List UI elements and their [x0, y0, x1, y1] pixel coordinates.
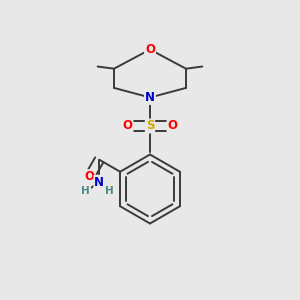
Text: N: N: [94, 176, 104, 189]
Text: H: H: [106, 186, 114, 196]
Text: O: O: [85, 170, 94, 183]
Text: O: O: [167, 119, 178, 133]
Text: S: S: [146, 119, 154, 133]
Text: N: N: [145, 91, 155, 104]
Text: O: O: [145, 43, 155, 56]
Text: H: H: [82, 186, 90, 196]
Text: O: O: [122, 119, 133, 133]
